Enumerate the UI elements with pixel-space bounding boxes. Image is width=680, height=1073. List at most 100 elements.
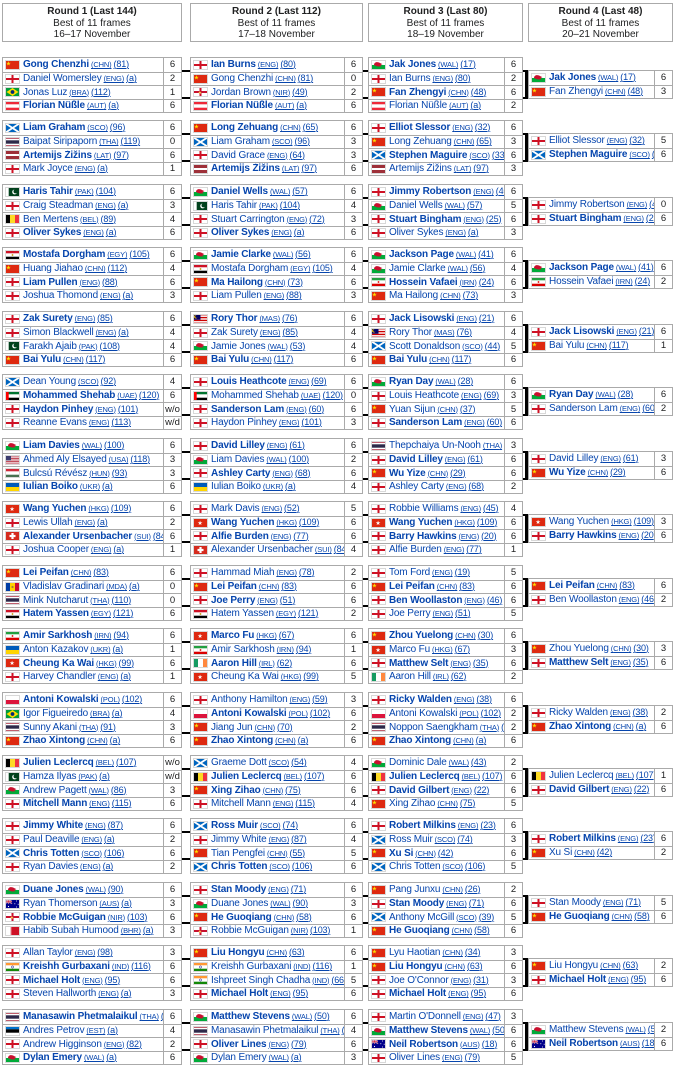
player-link[interactable]: Zhao Xintong [389, 735, 452, 747]
player-link[interactable]: Mitchell Mann [211, 798, 271, 810]
nationality-link[interactable]: ENG [452, 123, 473, 132]
nationality-link[interactable]: POL [459, 709, 478, 718]
player-link[interactable]: Stuart Carrington [211, 213, 285, 225]
player-link[interactable]: Louis Heathcote [389, 390, 460, 402]
seed-link[interactable]: 83 [459, 581, 474, 591]
seed-link[interactable]: 106 [465, 861, 485, 871]
seed-link[interactable]: 46 [641, 594, 654, 604]
seed-link[interactable]: a [112, 708, 123, 718]
seed-link[interactable]: 83 [93, 567, 108, 577]
player-link[interactable]: Andrew Higginson [23, 1038, 102, 1050]
seed-link[interactable]: 50 [648, 1024, 654, 1034]
player-link[interactable]: Lei Peifan [23, 567, 69, 579]
seed-link[interactable]: 117 [274, 354, 294, 364]
player-link[interactable]: Duane Jones [211, 898, 269, 910]
seed-link[interactable]: 74 [283, 820, 298, 830]
nationality-link[interactable]: SCO [269, 758, 290, 767]
nationality-link[interactable]: CHN [275, 736, 296, 745]
player-link[interactable]: Kreishh Gurbaxani [211, 961, 292, 973]
player-link[interactable]: Ryan Thomerson [23, 898, 98, 910]
player-link[interactable]: Matthew Stevens [211, 1011, 290, 1023]
seed-link[interactable]: 106 [104, 848, 124, 858]
player-link[interactable]: Robbie McGuigan [23, 911, 106, 923]
seed-link[interactable]: 74 [457, 834, 472, 844]
nationality-link[interactable]: SCO [260, 821, 281, 830]
seed-link[interactable]: 49 [292, 87, 307, 97]
seed-link[interactable]: a [118, 200, 129, 210]
seed-link[interactable]: 20 [641, 530, 654, 540]
nationality-link[interactable]: SCO [81, 849, 102, 858]
player-link[interactable]: David Lilley [211, 440, 265, 452]
nationality-link[interactable]: SCO [435, 835, 456, 844]
player-link[interactable]: Joshua Thomond [23, 290, 98, 302]
seed-link[interactable]: 63 [289, 947, 304, 957]
player-link[interactable]: Jonas Luz [23, 86, 68, 98]
nationality-link[interactable]: EGY [107, 250, 127, 259]
nationality-link[interactable]: CHN [574, 848, 595, 857]
nationality-link[interactable]: ENG [603, 898, 624, 907]
player-link[interactable]: Daniel Wells [211, 186, 268, 198]
nationality-link[interactable]: ENG [464, 418, 485, 427]
player-link[interactable]: David Grace [211, 149, 265, 161]
player-link[interactable]: Hatem Yassen [211, 608, 274, 620]
nationality-link[interactable]: ENG [620, 404, 641, 413]
nationality-link[interactable]: HKG [611, 517, 632, 526]
nationality-link[interactable]: WAL [445, 201, 465, 210]
seed-link[interactable]: 81 [114, 59, 129, 69]
seed-link[interactable]: 116 [312, 961, 332, 971]
seed-link[interactable]: 32 [629, 135, 644, 145]
player-link[interactable]: Neil Robertson [389, 1038, 459, 1050]
nationality-link[interactable]: CHN [251, 355, 272, 364]
seed-link[interactable]: 110 [111, 595, 131, 605]
seed-link[interactable]: 18 [482, 1039, 497, 1049]
player-link[interactable]: Ross Muir [389, 834, 433, 846]
player-link[interactable]: Michael Holt [549, 974, 607, 986]
nationality-link[interactable]: ENG [432, 609, 453, 618]
seed-link[interactable]: a [636, 721, 647, 731]
seed-link[interactable]: a [110, 735, 121, 745]
player-link[interactable]: Joe O'Connor [389, 974, 449, 986]
player-link[interactable]: Matthew Stevens [389, 1025, 468, 1037]
nationality-link[interactable]: WAL [456, 250, 476, 259]
player-link[interactable]: Robbie McGuigan [211, 925, 289, 937]
seed-link[interactable]: 56 [470, 263, 485, 273]
nationality-link[interactable]: CHN [445, 962, 466, 971]
seed-link[interactable]: 76 [456, 327, 471, 337]
seed-link[interactable]: 79 [465, 1052, 480, 1062]
player-link[interactable]: Mink Nutcharut [23, 594, 89, 606]
nationality-link[interactable]: BEL [615, 771, 633, 780]
nationality-link[interactable]: CHN [275, 74, 296, 83]
nationality-link[interactable]: ENG [98, 672, 119, 681]
player-link[interactable]: Wang Yuchen [23, 503, 87, 515]
nationality-link[interactable]: ENG [75, 314, 96, 323]
player-link[interactable]: Wang Yuchen [211, 517, 275, 529]
player-link[interactable]: Stuart Bingham [549, 213, 622, 225]
player-link[interactable]: Stephen Maguire [549, 149, 628, 161]
nationality-link[interactable]: ENG [616, 327, 637, 336]
player-link[interactable]: Elliot Slessor [389, 122, 451, 134]
player-link[interactable]: Zak Surety [211, 327, 258, 339]
nationality-link[interactable]: THA [320, 1026, 339, 1035]
nationality-link[interactable]: EST [86, 1026, 105, 1035]
seed-link[interactable]: a [108, 100, 119, 110]
seed-link[interactable]: a [102, 481, 113, 491]
seed-link[interactable]: a [121, 988, 132, 998]
player-link[interactable]: Liam Graham [211, 136, 270, 148]
player-link[interactable]: Jordan Brown [211, 86, 271, 98]
nationality-link[interactable]: ENG [600, 454, 621, 463]
nationality-link[interactable]: CHN [586, 341, 607, 350]
nationality-link[interactable]: IRN [94, 631, 111, 640]
nationality-link[interactable]: ENG [267, 151, 288, 160]
player-link[interactable]: Jiang Jun [211, 721, 253, 733]
seed-link[interactable]: 72 [309, 214, 324, 224]
nationality-link[interactable]: NIR [273, 88, 290, 97]
nationality-link[interactable]: CHN [440, 291, 461, 300]
player-link[interactable]: Bai Yulu [549, 340, 585, 352]
nationality-link[interactable]: CHN [442, 885, 463, 894]
seed-link[interactable]: 98 [97, 947, 112, 957]
player-link[interactable]: Chris Totten [23, 847, 80, 859]
seed-link[interactable]: 100 [104, 440, 124, 450]
nationality-link[interactable]: CHN [600, 961, 621, 970]
nationality-link[interactable]: CHN [267, 849, 288, 858]
player-link[interactable]: Robert Milkins [549, 833, 616, 845]
